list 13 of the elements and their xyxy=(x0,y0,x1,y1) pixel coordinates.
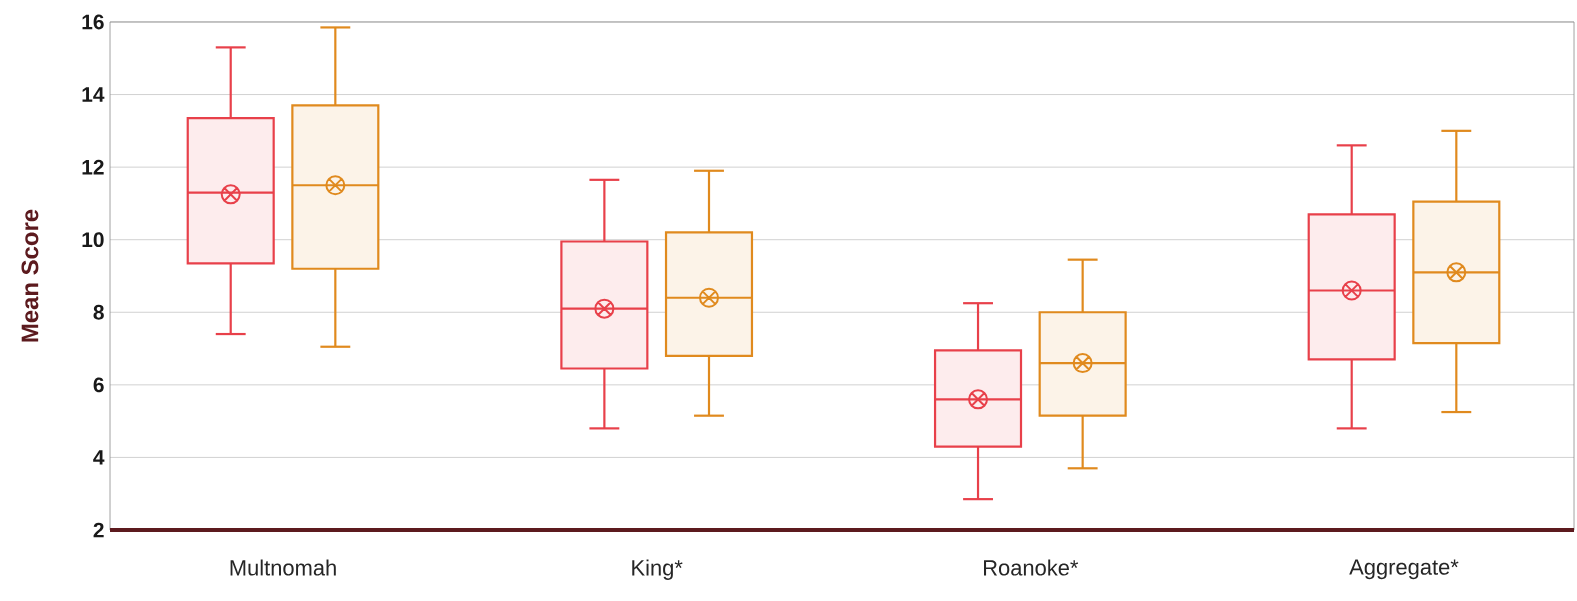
y-tick-label: 8 xyxy=(93,304,104,320)
y-tick-label: 2 xyxy=(93,522,104,538)
y-tick-label: 6 xyxy=(93,377,104,393)
x-tick-label: Multnomah xyxy=(230,559,336,576)
x-tick-label: Roanoke* xyxy=(984,559,1079,576)
y-tick-label: 10 xyxy=(82,232,104,248)
x-tick-label: King* xyxy=(632,559,683,580)
y-tick-label: 16 xyxy=(82,14,104,30)
y-tick-label: 14 xyxy=(82,87,105,102)
y-tick-label: 12 xyxy=(82,159,104,175)
x-tick-label: Aggregate* xyxy=(1349,559,1459,580)
y-axis-title: Mean Score xyxy=(21,209,39,342)
y-tick-label: 4 xyxy=(93,450,105,465)
